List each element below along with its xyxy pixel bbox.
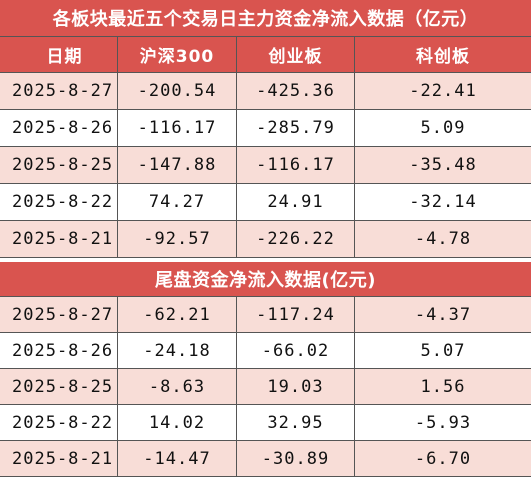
data-row: 2025-8-25 -147.88 -116.17 -35.48 — [0, 147, 531, 184]
section-title: 各板块最近五个交易日主力资金净流入数据（亿元） — [0, 0, 531, 37]
value-cell: -200.54 — [118, 73, 237, 109]
data-row: 2025-8-22 74.27 24.91 -32.14 — [0, 184, 531, 221]
value-cell: -66.02 — [237, 333, 355, 368]
value-cell: -62.21 — [118, 297, 237, 332]
value-cell: -5.93 — [414, 412, 472, 433]
data-row: 2025-8-22 14.02 32.95 -5.93 — [0, 405, 531, 441]
date-cell: 2025-8-25 — [0, 369, 118, 404]
header-cell: 科创板 — [416, 47, 470, 67]
value-cell: -116.17 — [237, 147, 355, 183]
value-cell: -92.57 — [118, 221, 237, 257]
header-cell: 沪深300 — [118, 37, 237, 72]
data-row: 2025-8-21 -14.47 -30.89 -6.70 — [0, 441, 531, 477]
data-row: 2025-8-26 -24.18 -66.02 5.07 — [0, 333, 531, 369]
value-cell: 19.03 — [237, 369, 355, 404]
date-cell: 2025-8-27 — [0, 297, 118, 332]
date-cell: 2025-8-27 — [0, 73, 118, 109]
data-row: 2025-8-26 -116.17 -285.79 5.09 — [0, 110, 531, 147]
data-row: 2025-8-27 -62.21 -117.24 -4.37 — [0, 297, 531, 333]
value-cell: -116.17 — [118, 110, 237, 146]
date-cell: 2025-8-22 — [0, 405, 118, 440]
value-cell: 5.07 — [420, 340, 466, 361]
value-cell: 32.95 — [237, 405, 355, 440]
value-cell: -425.36 — [237, 73, 355, 109]
value-cell: -32.14 — [409, 192, 477, 212]
value-cell: -4.37 — [414, 304, 472, 325]
value-cell: -30.89 — [237, 441, 355, 476]
value-cell: -14.47 — [118, 441, 237, 476]
value-cell: 5.09 — [420, 118, 466, 138]
date-cell: 2025-8-22 — [0, 184, 118, 220]
data-row: 2025-8-25 -8.63 19.03 1.56 — [0, 369, 531, 405]
data-row: 2025-8-27 -200.54 -425.36 -22.41 — [0, 73, 531, 110]
date-cell: 2025-8-26 — [0, 333, 118, 368]
header-row: 日期 沪深300 创业板 科创板 — [0, 37, 531, 73]
value-cell: -285.79 — [237, 110, 355, 146]
value-cell: 24.91 — [237, 184, 355, 220]
section-title: 尾盘资金净流入数据(亿元) — [0, 262, 531, 297]
value-cell: -6.70 — [414, 448, 472, 469]
data-row: 2025-8-21 -92.57 -226.22 -4.78 — [0, 221, 531, 258]
header-cell: 日期 — [0, 37, 118, 72]
value-cell: 14.02 — [118, 405, 237, 440]
value-cell: -4.78 — [414, 229, 472, 249]
value-cell: -8.63 — [118, 369, 237, 404]
header-cell: 创业板 — [237, 37, 355, 72]
date-cell: 2025-8-25 — [0, 147, 118, 183]
value-cell: 1.56 — [420, 376, 466, 397]
date-cell: 2025-8-21 — [0, 441, 118, 476]
value-cell: -117.24 — [237, 297, 355, 332]
value-cell: 74.27 — [118, 184, 237, 220]
date-cell: 2025-8-26 — [0, 110, 118, 146]
value-cell: -226.22 — [237, 221, 355, 257]
date-cell: 2025-8-21 — [0, 221, 118, 257]
value-cell: -35.48 — [409, 155, 477, 175]
value-cell: -147.88 — [118, 147, 237, 183]
value-cell: -22.41 — [409, 81, 477, 101]
value-cell: -24.18 — [118, 333, 237, 368]
